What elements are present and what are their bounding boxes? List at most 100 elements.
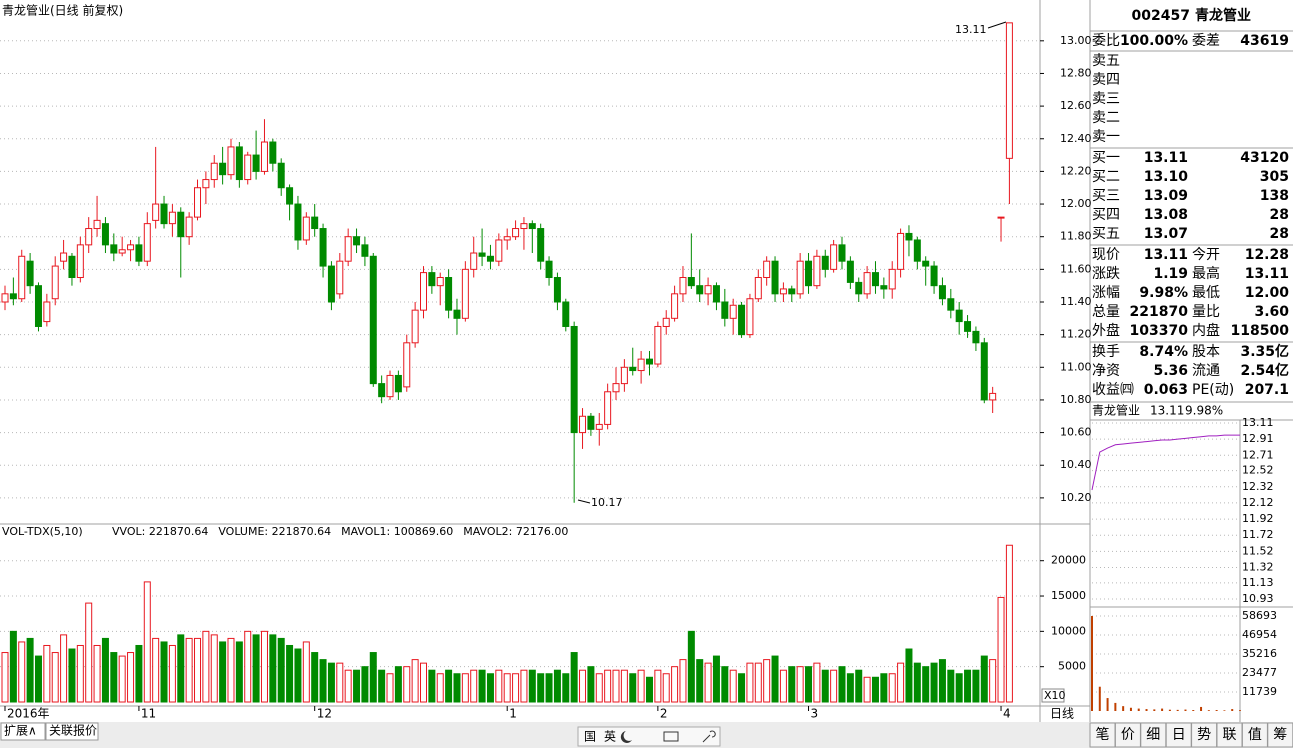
volume-bar bbox=[9, 630, 17, 703]
quote-value: 9.98% bbox=[1139, 285, 1188, 301]
view-tab-label[interactable]: 细 bbox=[1146, 727, 1160, 743]
candle-body bbox=[252, 154, 260, 172]
view-tab-label[interactable]: 笔 bbox=[1096, 727, 1110, 743]
sell-label: 卖二 bbox=[1092, 110, 1120, 126]
candle-body bbox=[637, 358, 645, 372]
candle-body bbox=[101, 223, 109, 246]
buy-price: 13.07 bbox=[1144, 226, 1188, 242]
candle-body bbox=[235, 146, 243, 181]
volume-bar bbox=[746, 662, 754, 703]
candle-body bbox=[947, 298, 955, 311]
high-label: 13.11 bbox=[955, 23, 987, 36]
volume-bar bbox=[620, 669, 628, 703]
volume-bar bbox=[813, 662, 821, 703]
tab-label[interactable]: 关联报价 bbox=[49, 723, 97, 738]
toolbar-label[interactable]: 英 bbox=[604, 730, 616, 744]
view-tab-label[interactable]: 联 bbox=[1223, 727, 1237, 743]
volume-bar bbox=[143, 581, 151, 703]
candle-body bbox=[60, 252, 68, 262]
candle-body bbox=[160, 203, 168, 225]
view-tab-label[interactable]: 筹 bbox=[1273, 726, 1287, 743]
candle-body bbox=[93, 219, 101, 230]
candle-body bbox=[503, 236, 511, 241]
view-tab-label[interactable]: 值 bbox=[1248, 727, 1262, 743]
view-tab-label[interactable]: 日 bbox=[1172, 727, 1186, 743]
period: 日线 bbox=[1050, 707, 1074, 721]
buy-price: 13.08 bbox=[1144, 207, 1188, 223]
candle-body bbox=[838, 244, 846, 262]
x-tick-label: 1 bbox=[509, 707, 517, 721]
view-tab[interactable] bbox=[1140, 722, 1167, 748]
candle-body bbox=[855, 281, 863, 295]
toolbar[interactable] bbox=[577, 726, 721, 747]
candle-body bbox=[369, 255, 377, 385]
candle-body bbox=[997, 216, 1005, 219]
candle-body bbox=[445, 277, 453, 311]
candle-body bbox=[871, 272, 879, 287]
candle-body bbox=[629, 366, 637, 372]
volume-bar bbox=[160, 641, 168, 703]
sell-label: 卖一 bbox=[1092, 129, 1120, 145]
view-tab-label[interactable]: 价 bbox=[1121, 727, 1135, 743]
volume-bar bbox=[972, 669, 980, 703]
tool-icon[interactable] bbox=[702, 730, 716, 743]
volume-bar bbox=[645, 676, 653, 703]
y-tick-label: 12.52 bbox=[1242, 464, 1274, 477]
volume-bar bbox=[219, 641, 227, 703]
candle-body bbox=[294, 203, 302, 241]
view-tab[interactable] bbox=[1267, 722, 1293, 748]
quote-value: 3.35亿 bbox=[1240, 343, 1289, 360]
y-tick-label: 11.60 bbox=[1060, 262, 1092, 275]
y-tick-label: 12.40 bbox=[1060, 132, 1092, 145]
volume-bar bbox=[779, 669, 787, 703]
volume-bar bbox=[394, 666, 402, 703]
candle-body bbox=[436, 277, 444, 287]
volume-bar bbox=[177, 634, 185, 703]
tab-label[interactable]: 扩展∧ bbox=[4, 724, 37, 738]
view-tab[interactable] bbox=[1165, 722, 1192, 748]
y-tick-label: 10.40 bbox=[1060, 458, 1092, 471]
view-tab[interactable] bbox=[1089, 722, 1116, 748]
candle-body bbox=[353, 236, 361, 246]
view-tab-label[interactable]: 势 bbox=[1197, 727, 1211, 743]
candle-body bbox=[177, 211, 185, 238]
moon-icon[interactable] bbox=[620, 731, 632, 743]
quote-label: 现价 bbox=[1092, 247, 1120, 263]
tab[interactable] bbox=[0, 722, 46, 741]
tab[interactable] bbox=[45, 722, 99, 741]
candle-body bbox=[604, 391, 612, 425]
volume-bar bbox=[453, 673, 461, 703]
volume-bar bbox=[838, 666, 846, 703]
mini-price: 13.11 bbox=[1150, 404, 1184, 418]
quote-label: 股本 bbox=[1192, 344, 1220, 360]
candle-body bbox=[386, 374, 394, 398]
volume-bar bbox=[168, 644, 176, 703]
x-tick-label: 3 bbox=[811, 707, 819, 721]
candle-body bbox=[528, 223, 536, 230]
quote-value: 118500 bbox=[1231, 323, 1290, 339]
y-tick-label: 15000 bbox=[1051, 589, 1086, 602]
keyboard-icon[interactable] bbox=[663, 731, 679, 742]
volume-bar bbox=[93, 644, 101, 703]
volume-legend: VVOL: 221870.64 bbox=[112, 525, 208, 538]
volume-bar bbox=[495, 669, 503, 703]
candle-body bbox=[679, 277, 687, 295]
candle-body bbox=[403, 342, 411, 388]
volume-legend: MAVOL2: 72176.00 bbox=[463, 525, 568, 538]
volume-bar bbox=[712, 655, 720, 703]
y-tick-label: 11.00 bbox=[1060, 360, 1092, 373]
candle-body bbox=[595, 423, 603, 430]
toolbar-label[interactable]: 国 bbox=[584, 730, 596, 744]
volume-bar bbox=[1005, 544, 1013, 703]
candle-body bbox=[420, 272, 427, 311]
volume-bar bbox=[520, 669, 528, 703]
quote-value: 2.54亿 bbox=[1240, 362, 1289, 379]
candle-body bbox=[478, 252, 486, 257]
candle-body bbox=[219, 162, 227, 176]
view-tab[interactable] bbox=[1216, 722, 1243, 748]
volume-bar bbox=[327, 662, 335, 703]
buy-label: 买二 bbox=[1092, 169, 1120, 185]
volume-bar bbox=[980, 655, 988, 703]
volume-bar bbox=[319, 659, 327, 703]
candle-body bbox=[260, 141, 268, 172]
